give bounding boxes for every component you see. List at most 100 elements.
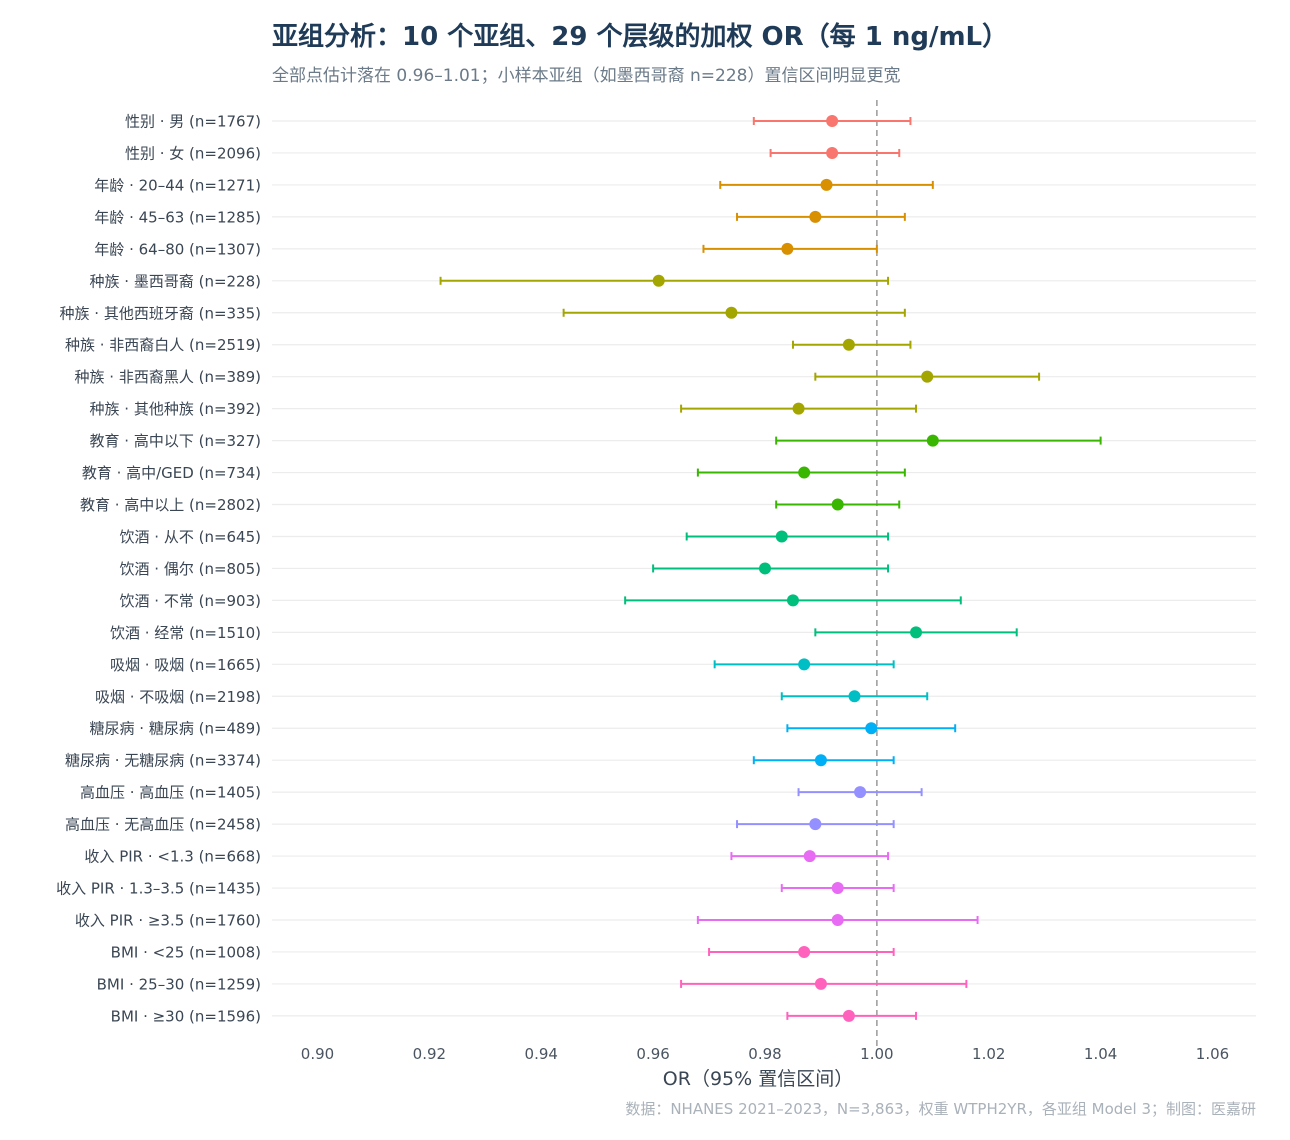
point-estimate xyxy=(792,402,805,415)
subgroup-mark xyxy=(780,882,895,895)
y-tick-label: 收入 PIR · ≥3.5 (n=1760) xyxy=(75,912,261,930)
subgroup-mark xyxy=(752,754,895,767)
subgroup-mark xyxy=(814,370,1041,383)
subgroup-mark xyxy=(624,594,962,607)
x-tick-label: 1.02 xyxy=(972,1045,1005,1063)
chart-subtitle: 全部点估计落在 0.96–1.01；小样本亚组（如墨西哥裔 n=228）置信区间… xyxy=(272,66,901,86)
y-axis-labels: 性别 · 男 (n=1767) 性别 · 女 (n=2096) 年龄 · 20–44… xyxy=(56,113,261,1026)
point-estimate xyxy=(865,722,878,735)
subgroup-mark xyxy=(775,434,1102,447)
point-estimate xyxy=(814,977,827,990)
point-estimate xyxy=(781,242,794,255)
subgroup-mark xyxy=(696,466,906,479)
subgroup-mark xyxy=(775,498,901,511)
y-tick-label: 饮酒 · 经常 (n=1510) xyxy=(110,624,261,642)
point-estimate xyxy=(798,658,811,671)
y-tick-label: 年龄 · 20–44 (n=1271) xyxy=(94,176,261,194)
subgroup-mark xyxy=(719,178,934,191)
y-tick-label: 种族 · 非西裔黑人 (n=389) xyxy=(75,368,261,386)
y-tick-label: 性别 · 男 (n=1767) xyxy=(125,113,261,131)
point-estimate xyxy=(848,690,861,703)
point-estimate xyxy=(910,626,923,639)
y-tick-label: 吸烟 · 吸烟 (n=1665) xyxy=(110,656,261,674)
point-estimate xyxy=(831,498,844,511)
point-estimate xyxy=(831,882,844,895)
y-tick-label: 性别 · 女 (n=2096) xyxy=(125,144,261,162)
y-tick-label: 年龄 · 45–63 (n=1285) xyxy=(94,208,261,226)
y-tick-label: 饮酒 · 不常 (n=903) xyxy=(120,592,261,610)
x-tick-label: 1.06 xyxy=(1196,1045,1229,1063)
subgroup-mark xyxy=(791,338,912,351)
subgroup-mark xyxy=(702,242,878,255)
y-tick-label: 教育 · 高中以下 (n=327) xyxy=(90,432,261,450)
x-axis-title: OR（95% 置信区间） xyxy=(663,1068,853,1090)
point-estimate xyxy=(831,914,844,926)
point-estimate xyxy=(826,146,839,159)
chart-title: 亚组分析：10 个亚组、29 个层级的加权 OR（每 1 ng/mL） xyxy=(272,22,1009,52)
subgroup-mark xyxy=(736,818,895,831)
subgroup-mark xyxy=(680,402,918,415)
y-tick-label: 饮酒 · 偶尔 (n=805) xyxy=(120,560,261,578)
point-estimate xyxy=(725,306,738,319)
point-estimate xyxy=(921,370,934,383)
subgroup-mark xyxy=(652,562,890,575)
subgroup-mark xyxy=(730,850,890,863)
point-estimate xyxy=(820,178,833,191)
y-tick-label: 教育 · 高中/GED (n=734) xyxy=(82,464,261,482)
chart-caption: 数据：NHANES 2021–2023，N=3,863，权重 WTPH2YR，各… xyxy=(625,1100,1256,1118)
subgroup-mark xyxy=(814,626,1018,639)
point-estimate xyxy=(803,850,816,863)
y-tick-label: 种族 · 非西裔白人 (n=2519) xyxy=(65,336,261,354)
point-estimate xyxy=(809,210,822,223)
subgroup-mark xyxy=(780,690,929,703)
y-tick-label: 糖尿病 · 无糖尿病 (n=3374) xyxy=(65,752,261,770)
subgroup-mark xyxy=(439,274,890,287)
point-estimate xyxy=(842,1009,855,1022)
point-estimate xyxy=(809,818,822,831)
y-tick-label: 种族 · 其他种族 (n=392) xyxy=(90,400,261,418)
point-estimate xyxy=(798,466,811,479)
point-estimate xyxy=(926,434,939,447)
y-tick-label: 教育 · 高中以上 (n=2802) xyxy=(80,496,261,514)
y-tick-label: 种族 · 墨西哥裔 (n=228) xyxy=(90,272,261,290)
x-tick-label: 0.90 xyxy=(301,1045,334,1063)
x-tick-label: 0.96 xyxy=(636,1045,669,1063)
subgroup-mark xyxy=(786,1009,918,1022)
subgroup-mark xyxy=(708,945,895,958)
subgroup-mark xyxy=(752,115,912,127)
y-tick-label: BMI · ≥30 (n=1596) xyxy=(111,1007,261,1025)
y-tick-label: BMI · <25 (n=1008) xyxy=(111,943,261,961)
subgroup-mark xyxy=(680,977,968,990)
x-tick-label: 1.04 xyxy=(1084,1045,1117,1063)
y-tick-label: 高血压 · 无高血压 (n=2458) xyxy=(65,816,261,834)
x-tick-label: 0.94 xyxy=(525,1045,558,1063)
y-tick-label: 年龄 · 64–80 (n=1307) xyxy=(94,240,261,258)
subgroup-mark xyxy=(736,210,906,223)
subgroup-mark xyxy=(786,722,957,735)
point-estimate xyxy=(759,562,771,575)
subgroup-mark xyxy=(696,914,979,926)
point-estimate xyxy=(814,754,827,767)
subgroup-mark xyxy=(769,146,901,159)
y-tick-label: BMI · 25–30 (n=1259) xyxy=(97,975,261,993)
y-tick-label: 种族 · 其他西班牙裔 (n=335) xyxy=(60,304,261,322)
point-estimate xyxy=(786,594,799,607)
subgroup-mark xyxy=(713,658,895,671)
y-tick-label: 收入 PIR · 1.3–3.5 (n=1435) xyxy=(56,880,261,898)
y-tick-label: 收入 PIR · <1.3 (n=668) xyxy=(84,848,261,866)
subgroup-mark xyxy=(797,786,923,799)
y-tick-label: 吸烟 · 不吸烟 (n=2198) xyxy=(95,688,261,706)
point-estimate xyxy=(798,945,811,958)
y-tick-label: 高血压 · 高血压 (n=1405) xyxy=(80,784,261,802)
x-tick-label: 0.98 xyxy=(748,1045,781,1063)
interval-marks xyxy=(439,115,1102,1022)
x-tick-label: 1.00 xyxy=(860,1045,893,1063)
point-estimate xyxy=(775,530,788,543)
point-estimate xyxy=(652,274,665,287)
subgroup-mark xyxy=(685,530,890,543)
subgroup-mark xyxy=(562,306,906,319)
y-tick-label: 糖尿病 · 糖尿病 (n=489) xyxy=(90,720,261,738)
y-tick-label: 饮酒 · 从不 (n=645) xyxy=(120,528,261,546)
point-estimate xyxy=(842,338,855,351)
